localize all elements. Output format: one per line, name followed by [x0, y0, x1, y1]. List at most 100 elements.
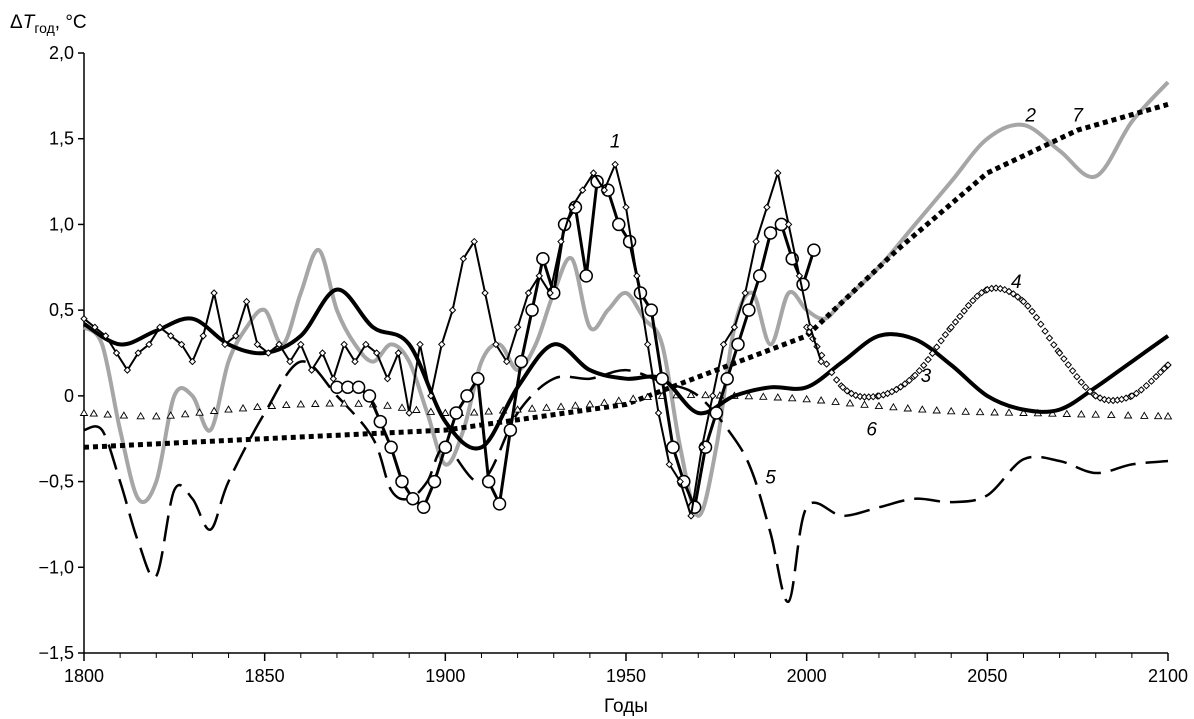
data-point: [460, 389, 474, 403]
data-point: [535, 272, 543, 280]
data-point: [1077, 410, 1086, 418]
data-point: [759, 392, 768, 400]
data-point: [525, 303, 539, 317]
data-point: [742, 303, 756, 317]
data-point: [1004, 408, 1014, 416]
data-point: [845, 399, 855, 407]
data-point: [924, 355, 932, 364]
series-line: [83, 161, 823, 517]
data-point: [956, 312, 964, 321]
data-point: [307, 366, 316, 374]
data-point: [286, 357, 294, 366]
data-point: [449, 406, 463, 420]
data-point: [536, 251, 550, 266]
series-7-dotted-thick: [83, 101, 1169, 450]
data-point: [546, 289, 554, 297]
data-point: [1009, 290, 1018, 298]
y-tick-label: −0,5: [38, 472, 74, 492]
data-point: [614, 396, 624, 404]
data-point: [600, 398, 609, 406]
data-point: [643, 340, 652, 349]
data-point: [340, 340, 348, 349]
data-point: [787, 393, 797, 402]
data-point: [318, 349, 327, 357]
data-point: [405, 409, 413, 417]
data-point: [275, 340, 283, 349]
data-point: [136, 411, 145, 420]
data-point: [188, 357, 197, 366]
data-point: [822, 360, 831, 368]
data-point: [177, 340, 186, 349]
data-point: [784, 220, 793, 229]
data-point: [91, 323, 99, 331]
data-point: [80, 315, 88, 323]
data-point: [905, 376, 914, 385]
curve-label-2: 2: [1024, 106, 1036, 127]
x-tick-label: 1850: [245, 666, 285, 686]
data-point: [224, 405, 233, 413]
data-point: [134, 349, 142, 357]
data-point: [397, 403, 407, 411]
x-tick-label: 2050: [967, 666, 1007, 686]
data-point: [166, 411, 175, 419]
y-tick-label: 0: [64, 386, 74, 406]
data-point: [644, 303, 659, 317]
data-point: [152, 412, 161, 420]
data-point: [351, 357, 359, 366]
data-point: [633, 272, 641, 280]
data-point: [1037, 320, 1045, 328]
y-tick-label: 1,0: [49, 214, 74, 234]
data-point: [744, 391, 754, 400]
data-point: [1077, 378, 1086, 386]
data-point: [827, 368, 836, 377]
data-point: [585, 400, 595, 408]
curve-label-7: 7: [1072, 106, 1084, 127]
data-point: [1153, 411, 1163, 420]
data-point: [832, 376, 841, 384]
data-point: [427, 474, 442, 489]
curve-labels: 1 2 7 4 3 6 5: [610, 106, 1085, 489]
data-point: [267, 401, 277, 409]
data-point: [973, 292, 981, 300]
series-5-dashed: [83, 360, 1169, 603]
data-point: [1041, 327, 1049, 335]
y-tick-label: 2,0: [49, 43, 74, 63]
curve-label-6: 6: [866, 419, 877, 440]
data-point: [589, 169, 598, 177]
data-point: [362, 389, 377, 403]
data-point: [282, 400, 291, 409]
data-point: [1055, 349, 1064, 357]
svg-text:ΔTгод, °C: ΔTгод, °C: [10, 12, 87, 36]
data-point: [438, 440, 453, 455]
data-point: [339, 399, 349, 407]
data-point: [383, 375, 392, 383]
data-point: [831, 397, 840, 405]
data-point: [1081, 383, 1090, 391]
x-tick-label: 2000: [787, 666, 827, 686]
data-point: [915, 366, 924, 375]
data-point: [412, 405, 421, 413]
y-axis-title: ΔTгод, °C: [10, 12, 87, 36]
data-point: [816, 396, 826, 404]
x-axis-title: Годы: [604, 696, 648, 717]
data-point: [1062, 409, 1072, 417]
data-point: [373, 414, 388, 429]
y-axis-title-symbol: T: [23, 12, 36, 33]
data-point: [221, 340, 229, 349]
data-point: [209, 406, 219, 414]
data-point: [941, 330, 950, 339]
data-point: [1032, 313, 1041, 322]
data-point: [709, 392, 717, 400]
axes: −1,5 −1,0 −0,5 0 0,5 1,0 1,5 2,0 1800 1850 1900 195…: [38, 43, 1188, 686]
data-point: [503, 423, 518, 437]
data-point: [932, 406, 941, 414]
data-point: [654, 409, 663, 417]
data-point: [481, 289, 489, 297]
data-point: [448, 306, 457, 314]
data-point: [686, 390, 696, 399]
data-point: [1147, 377, 1156, 385]
data-point: [795, 272, 804, 280]
data-point: [1024, 302, 1032, 310]
data-point: [1019, 297, 1028, 306]
data-point: [919, 361, 928, 370]
